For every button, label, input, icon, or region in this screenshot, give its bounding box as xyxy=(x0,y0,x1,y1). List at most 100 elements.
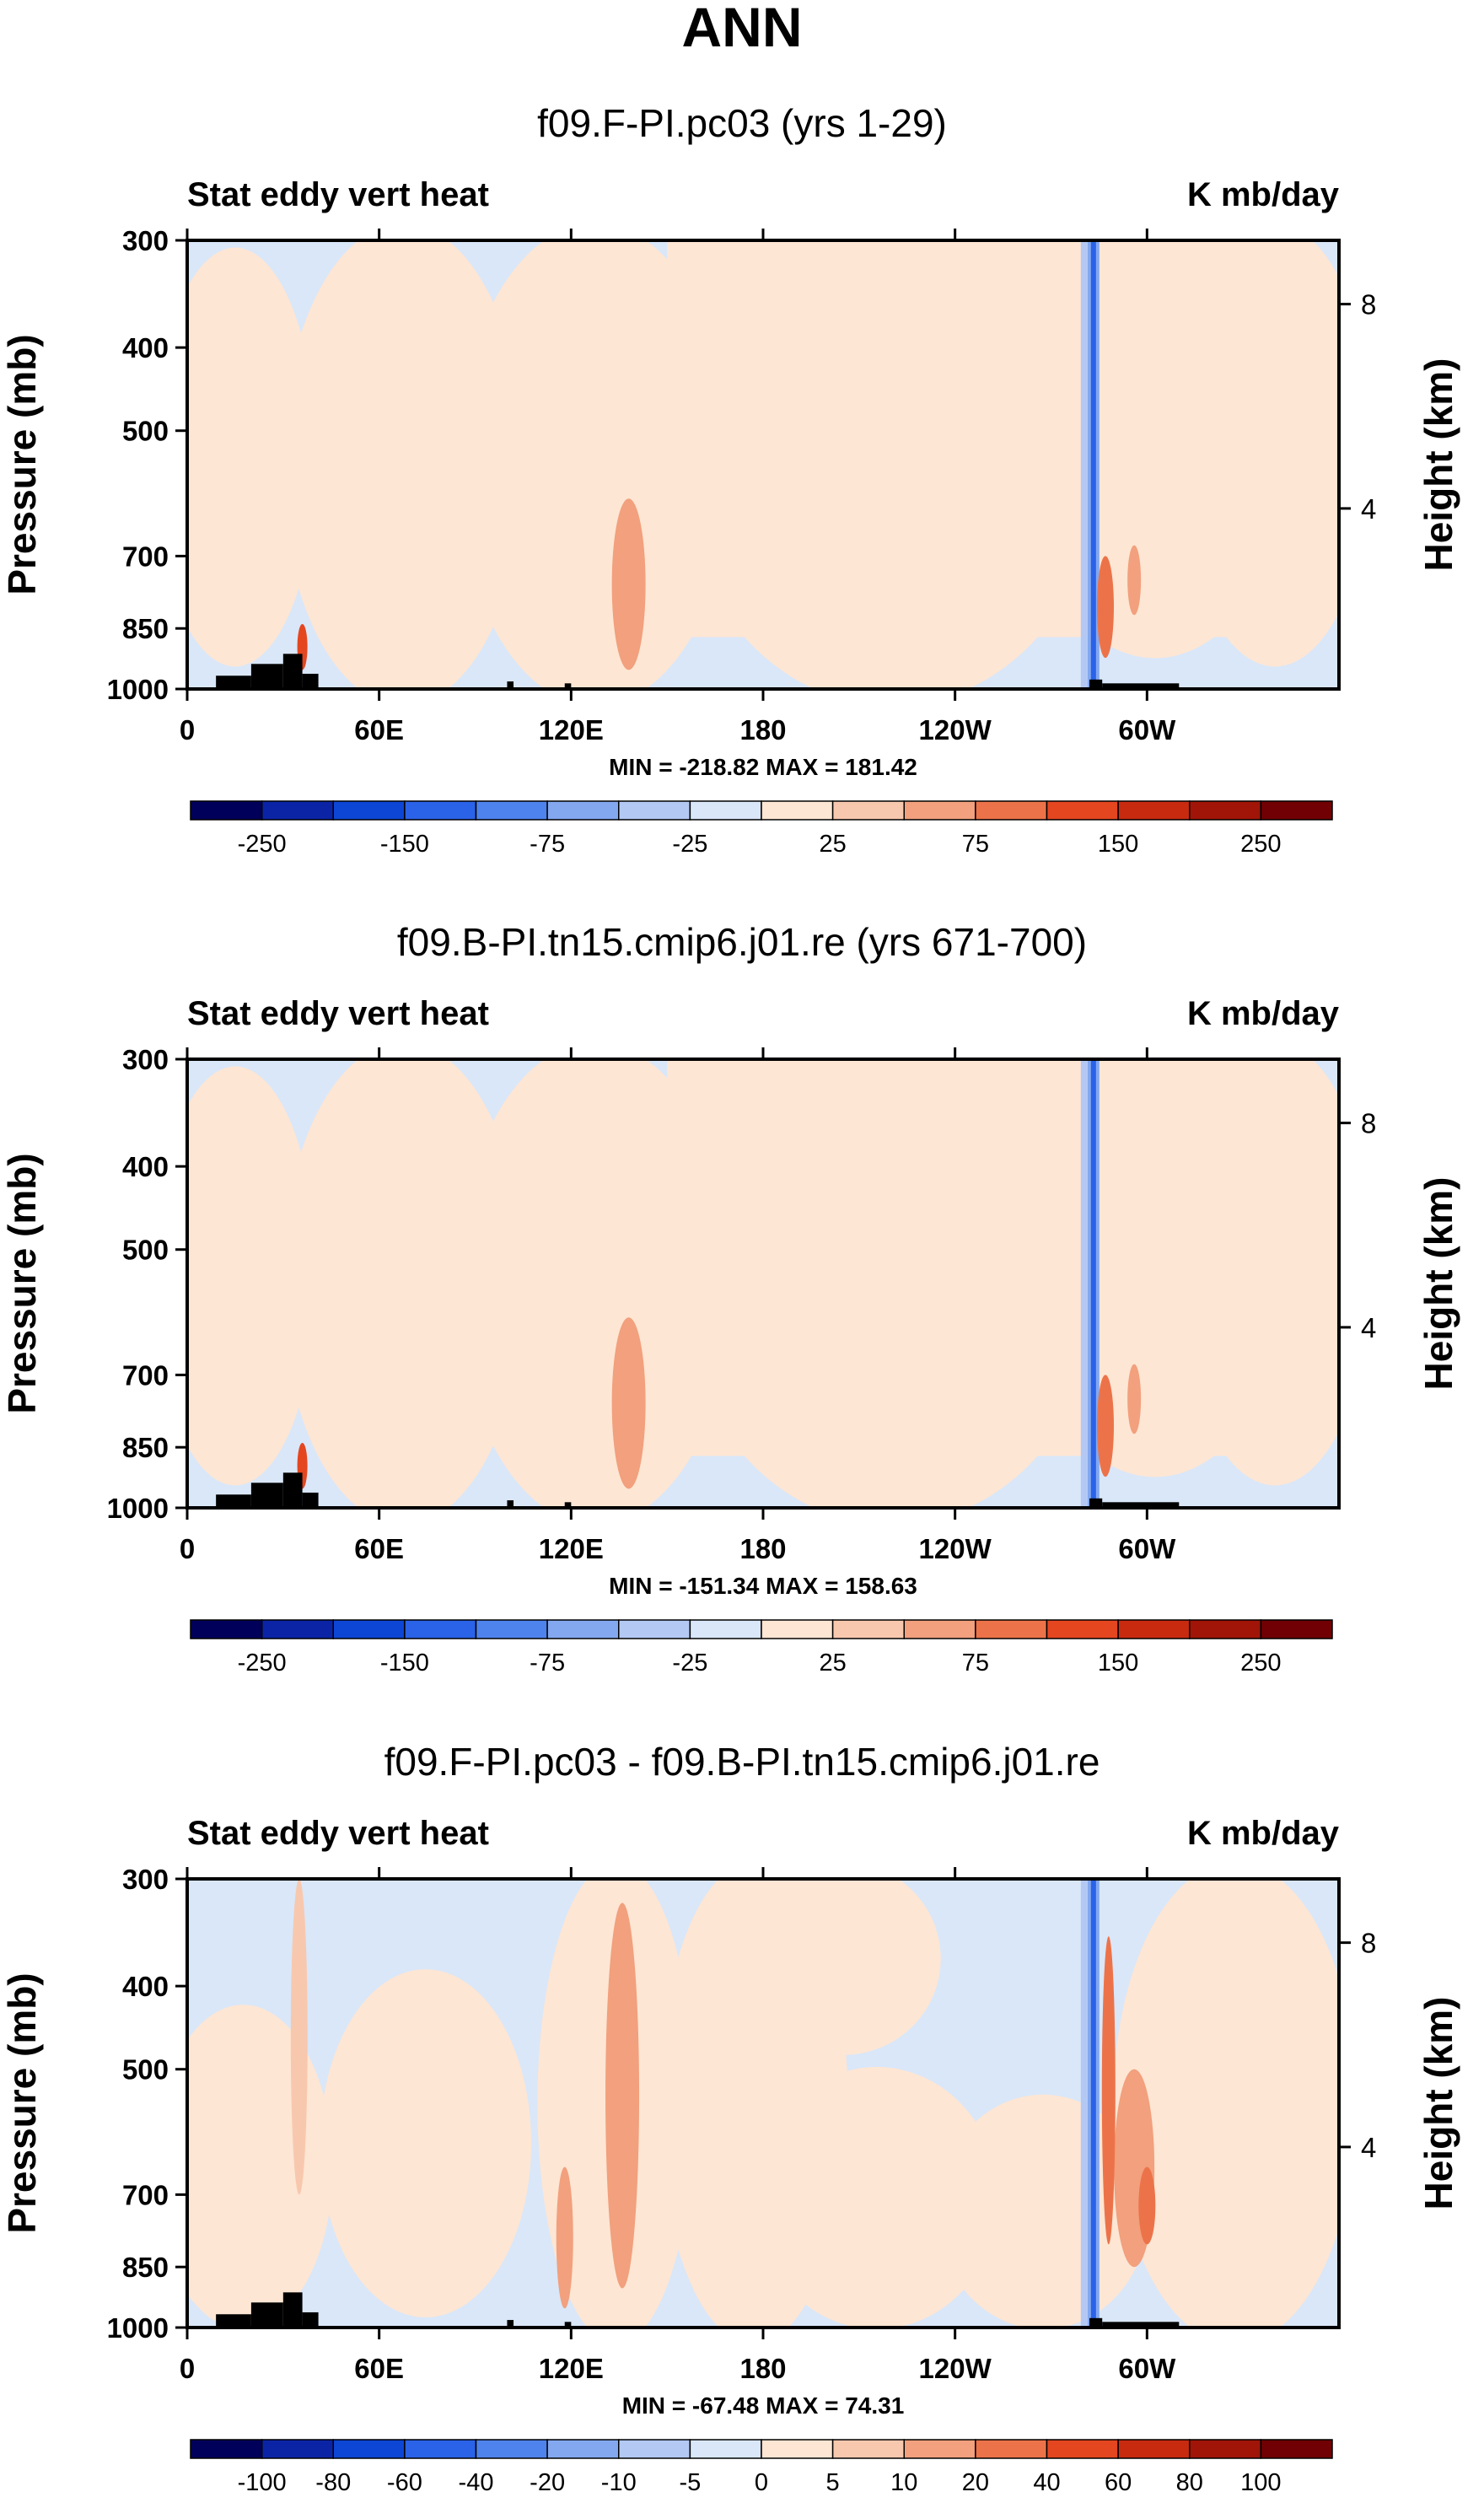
positive-core xyxy=(1127,1364,1142,1434)
y-tick-label: 700 xyxy=(122,541,169,572)
positive-core xyxy=(605,1903,640,2289)
terrain-mask xyxy=(564,683,572,689)
colorbar-swatch xyxy=(903,800,976,821)
cream-region xyxy=(745,1879,941,2055)
colorbar-swatch xyxy=(546,2439,620,2459)
colorbar-swatch xyxy=(261,800,334,821)
y-tick-label: 400 xyxy=(122,332,169,363)
min-max-stats: MIN = -67.48 MAX = 74.31 xyxy=(622,2392,905,2419)
min-max-stats: MIN = -151.34 MAX = 158.63 xyxy=(609,1573,917,1599)
colorbar-label: 40 xyxy=(1033,2469,1060,2496)
y-tick-label: 300 xyxy=(122,225,169,256)
terrain-mask xyxy=(564,2322,572,2328)
colorbar-label: -150 xyxy=(380,831,429,858)
units-label: K mb/day xyxy=(1187,176,1340,213)
x-tick-label: 0 xyxy=(180,714,195,745)
cream-region xyxy=(320,1969,532,2317)
y2-axis-title: Height (km) xyxy=(1417,1177,1460,1391)
colorbar-swatch xyxy=(261,1619,334,1639)
x-tick-label: 60E xyxy=(354,714,404,745)
cream-region xyxy=(667,240,1276,638)
positive-core xyxy=(611,1317,646,1489)
colorbar-swatch xyxy=(1189,2439,1262,2459)
blue-strip-edge xyxy=(1080,240,1088,689)
cream-region xyxy=(457,1059,734,1508)
chart-panel-2: f09.B-PI.tn15.cmip6.j01.re (yrs 671-700)… xyxy=(0,920,1460,1676)
colorbar-swatch xyxy=(1117,800,1191,821)
variable-label: Stat eddy vert heat xyxy=(187,1815,489,1852)
colorbar-swatch xyxy=(1189,800,1262,821)
positive-core xyxy=(1138,2166,1156,2245)
terrain-mask xyxy=(1102,2322,1180,2328)
min-max-stats: MIN = -218.82 MAX = 181.42 xyxy=(609,754,917,780)
chart-title: f09.F-PI.pc03 - f09.B-PI.tn15.cmip6.j01.… xyxy=(384,1740,1100,1784)
y2-axis-title: Height (km) xyxy=(1417,1997,1460,2210)
colorbar-label: 150 xyxy=(1098,831,1138,858)
colorbar-label: -250 xyxy=(238,831,287,858)
colorbar-label: -25 xyxy=(672,1650,707,1676)
colorbar-swatch xyxy=(332,1619,406,1639)
units-label: K mb/day xyxy=(1187,995,1340,1032)
y2-tick-label: 4 xyxy=(1361,1312,1376,1343)
positive-core xyxy=(290,1879,308,2195)
y-tick-label: 1000 xyxy=(107,2312,169,2344)
x-tick-label: 120E xyxy=(539,714,604,745)
variable-label: Stat eddy vert heat xyxy=(187,995,489,1032)
colorbar-swatch xyxy=(190,1619,263,1639)
colorbar-swatch xyxy=(475,1619,548,1639)
terrain-mask xyxy=(250,664,283,689)
positive-core xyxy=(1127,545,1142,616)
terrain-mask xyxy=(250,2302,283,2328)
y2-tick-label: 8 xyxy=(1361,1108,1376,1139)
colorbar-swatch xyxy=(546,800,620,821)
colorbar: -100 -80 -60 -40 -20 -10 -5 0 5 10 20 40 60 80 100 xyxy=(190,2439,1333,2496)
colorbar-label: 0 xyxy=(755,2469,768,2496)
colorbar-swatch xyxy=(332,800,406,821)
cream-region xyxy=(755,2067,999,2328)
x-tick-label: 0 xyxy=(180,2353,195,2384)
colorbar-swatch xyxy=(475,2439,548,2459)
colorbar-label: 75 xyxy=(962,831,989,858)
colorbar-label: -10 xyxy=(601,2469,637,2496)
colorbar-label: 20 xyxy=(962,2469,989,2496)
colorbar-swatch xyxy=(1260,2439,1333,2459)
colorbar: -250 -150 -75 -25 25 75 150 250 xyxy=(190,800,1333,858)
positive-core xyxy=(1101,1936,1116,2245)
y2-tick-label: 8 xyxy=(1361,289,1376,320)
x-tick-label: 120W xyxy=(919,714,992,745)
colorbar-swatch xyxy=(404,800,477,821)
x-tick-label: 180 xyxy=(739,714,786,745)
y-tick-label: 300 xyxy=(122,1044,169,1075)
colorbar-swatch xyxy=(1046,1619,1119,1639)
x-tick-label: 120W xyxy=(919,1533,992,1564)
y-tick-label: 500 xyxy=(122,2054,169,2086)
colorbar-swatch xyxy=(618,2439,691,2459)
colorbar-label: 5 xyxy=(826,2469,840,2496)
colorbar-label: -60 xyxy=(387,2469,422,2496)
y2-tick-label: 4 xyxy=(1361,493,1376,525)
blue-strip-edge xyxy=(1080,1059,1088,1508)
x-tick-label: 180 xyxy=(739,1533,786,1564)
y2-tick-label: 4 xyxy=(1361,2132,1376,2163)
colorbar-label: 250 xyxy=(1240,1650,1281,1676)
colorbar-swatch xyxy=(761,800,834,821)
variable-label: Stat eddy vert heat xyxy=(187,176,489,213)
terrain-mask xyxy=(1089,2317,1103,2328)
terrain-mask xyxy=(1102,683,1180,689)
colorbar-label: -80 xyxy=(315,2469,351,2496)
colorbar-label: 80 xyxy=(1176,2469,1203,2496)
cream-region xyxy=(281,240,525,689)
terrain-mask xyxy=(216,675,251,689)
colorbar-swatch xyxy=(975,1619,1048,1639)
cream-region xyxy=(667,1059,1276,1456)
x-tick-label: 60E xyxy=(354,1533,404,1564)
colorbar-swatch xyxy=(332,2439,406,2459)
colorbar-swatch xyxy=(1046,800,1119,821)
y-tick-label: 700 xyxy=(122,1359,169,1391)
terrain-mask xyxy=(282,654,303,689)
colorbar-label: -150 xyxy=(380,1650,429,1676)
colorbar-label: 250 xyxy=(1240,831,1281,858)
cream-region xyxy=(457,240,734,689)
colorbar-swatch xyxy=(689,1619,762,1639)
